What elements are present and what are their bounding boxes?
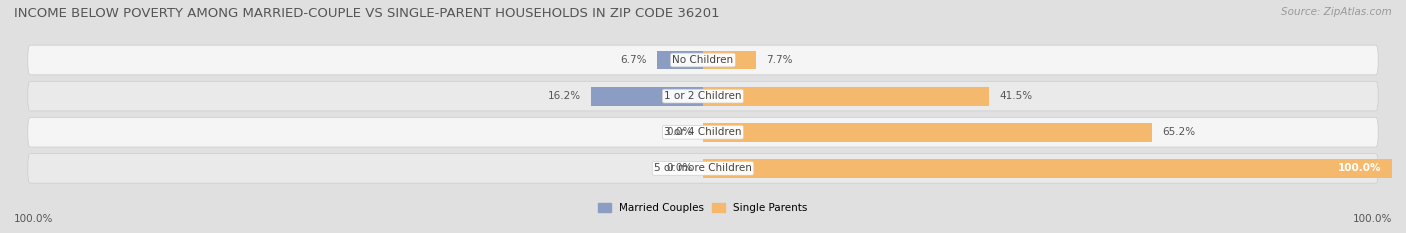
Text: 3 or 4 Children: 3 or 4 Children: [664, 127, 742, 137]
Text: 7.7%: 7.7%: [766, 55, 793, 65]
Text: 5 or more Children: 5 or more Children: [654, 163, 752, 173]
Text: 41.5%: 41.5%: [1000, 91, 1032, 101]
Bar: [592, 87, 703, 106]
Text: 0.0%: 0.0%: [666, 127, 693, 137]
Text: 0.0%: 0.0%: [666, 163, 693, 173]
FancyBboxPatch shape: [28, 81, 1378, 111]
FancyBboxPatch shape: [28, 45, 1378, 75]
Text: 65.2%: 65.2%: [1163, 127, 1195, 137]
Legend: Married Couples, Single Parents: Married Couples, Single Parents: [599, 203, 807, 213]
Bar: [703, 87, 988, 106]
Text: 100.0%: 100.0%: [1339, 163, 1382, 173]
Text: INCOME BELOW POVERTY AMONG MARRIED-COUPLE VS SINGLE-PARENT HOUSEHOLDS IN ZIP COD: INCOME BELOW POVERTY AMONG MARRIED-COUPL…: [14, 7, 720, 20]
FancyBboxPatch shape: [28, 154, 1378, 183]
Bar: [657, 51, 703, 69]
Text: 1 or 2 Children: 1 or 2 Children: [664, 91, 742, 101]
Text: No Children: No Children: [672, 55, 734, 65]
Text: 6.7%: 6.7%: [620, 55, 647, 65]
Bar: [703, 159, 1392, 178]
Bar: [703, 51, 756, 69]
FancyBboxPatch shape: [28, 117, 1378, 147]
Text: 100.0%: 100.0%: [1353, 214, 1392, 224]
Text: 16.2%: 16.2%: [548, 91, 581, 101]
Text: Source: ZipAtlas.com: Source: ZipAtlas.com: [1281, 7, 1392, 17]
Text: 100.0%: 100.0%: [14, 214, 53, 224]
Bar: [703, 123, 1152, 142]
